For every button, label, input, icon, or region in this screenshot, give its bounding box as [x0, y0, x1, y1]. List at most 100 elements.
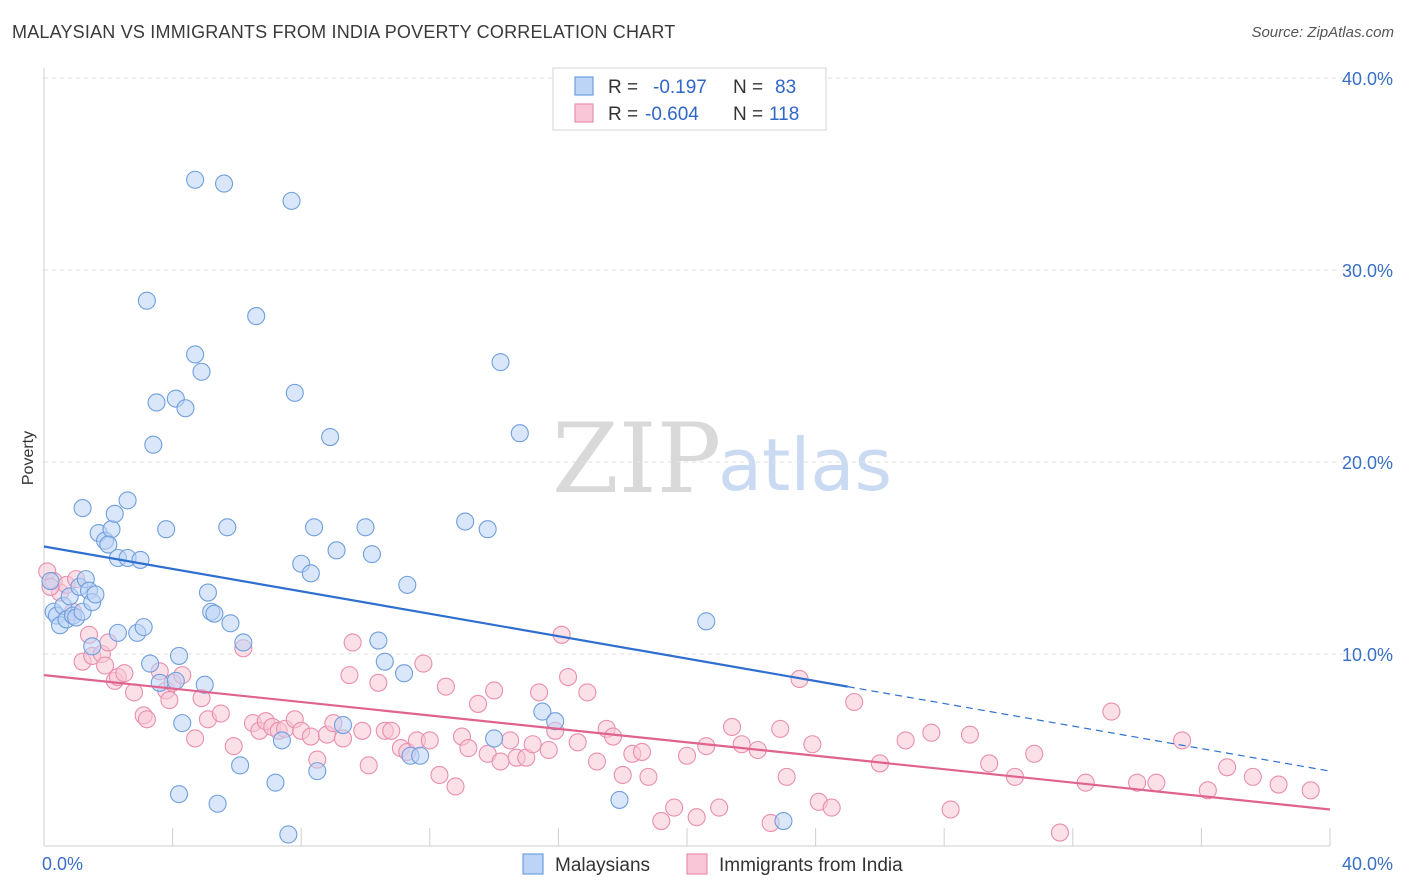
india-point — [845, 692, 864, 712]
malaysian-point — [285, 383, 304, 402]
malaysian-point — [137, 291, 156, 310]
india-point — [160, 691, 179, 710]
malaysian-point — [118, 491, 137, 510]
y-tick-label: 40.0% — [1342, 69, 1393, 89]
legend-swatch-malaysian — [574, 76, 594, 96]
india-point — [224, 737, 243, 756]
malaysian-point — [546, 712, 565, 731]
top-legend: R = -0.197 N = 83 R = -0.604 N = 118 — [552, 67, 827, 131]
india-point — [941, 800, 960, 819]
india-point — [922, 723, 941, 742]
bottom-legend-swatch-india — [686, 853, 708, 875]
malaysian-point — [214, 174, 234, 193]
malaysian-point — [173, 714, 192, 733]
legend-box — [552, 67, 827, 131]
malaysian-point — [478, 520, 497, 539]
india-point — [1147, 773, 1166, 792]
malaysian-point — [134, 618, 153, 637]
watermark-atlas: atlas — [718, 423, 892, 507]
malaysian-point — [141, 654, 160, 673]
malaysian-point — [510, 424, 529, 443]
chart-title: MALAYSIAN VS IMMIGRANTS FROM INDIA POVER… — [12, 22, 676, 42]
malaysian-point — [108, 623, 127, 642]
india-point — [523, 735, 542, 754]
trend-lines — [43, 545, 1331, 811]
series-india-points — [38, 562, 1320, 842]
malaysian-point — [41, 571, 60, 591]
malaysian-point — [166, 671, 185, 690]
axes — [43, 68, 1331, 847]
india-point — [436, 677, 455, 696]
malaysian-point — [131, 550, 150, 569]
malaysian-point — [362, 545, 381, 564]
malaysian-point — [272, 731, 291, 750]
legend-malaysian-n-label: N = — [733, 77, 763, 98]
malaysian-point — [369, 631, 388, 650]
india-point — [459, 739, 478, 758]
india-point — [697, 737, 716, 756]
malaysian-trend-line — [43, 545, 848, 688]
malaysian-point — [266, 773, 285, 792]
malaysian-point — [247, 307, 266, 326]
india-point — [687, 808, 706, 827]
india-point — [1301, 781, 1320, 800]
india-point — [1218, 758, 1237, 777]
malaysian-point — [144, 435, 163, 454]
india-point — [468, 694, 488, 713]
legend-india-n-value: 118 — [769, 104, 799, 125]
india-point — [1198, 781, 1217, 800]
malaysian-point — [375, 652, 394, 671]
india-point — [732, 735, 751, 754]
x-tick-labels: 0.0% 40.0% — [42, 854, 1393, 874]
india-point — [896, 731, 915, 750]
india-point — [722, 717, 742, 737]
malaysian-point — [279, 825, 298, 844]
malaysian-point — [192, 362, 211, 381]
india-point — [822, 798, 841, 817]
india-point — [587, 752, 607, 771]
india-point — [710, 798, 729, 817]
series-malaysian-points — [41, 170, 793, 844]
india-point — [420, 731, 439, 750]
x-tick-label: 40.0% — [1342, 854, 1393, 874]
india-point — [430, 765, 449, 785]
legend-malaysian-r-label: R = — [608, 77, 638, 98]
india-point — [578, 683, 597, 702]
india-point — [530, 683, 549, 702]
legend-india-n-label: N = — [733, 104, 763, 125]
india-point — [771, 719, 790, 738]
bottom-legend-swatch-malaysian — [522, 853, 544, 875]
india-point — [539, 740, 558, 760]
malaysian-point — [208, 794, 227, 813]
malaysian-point — [610, 790, 629, 809]
india-point — [639, 767, 658, 786]
india-point — [677, 746, 697, 765]
malaysian-point — [398, 575, 417, 594]
malaysian-point — [73, 499, 92, 518]
malaysian-point — [697, 612, 716, 631]
india-point — [137, 710, 156, 729]
legend-india-r-value: -0.604 — [645, 104, 699, 125]
malaysian-point — [456, 512, 475, 531]
india-point — [665, 798, 684, 817]
x-tick-label: 0.0% — [42, 854, 83, 874]
malaysian-point — [86, 585, 105, 604]
malaysian-point — [305, 518, 324, 537]
india-point — [1102, 702, 1121, 721]
y-tick-label: 10.0% — [1342, 645, 1393, 665]
malaysian-point — [186, 170, 205, 189]
india-point — [777, 767, 796, 786]
india-point — [632, 742, 652, 761]
y-tick-labels: 10.0% 20.0% 30.0% 40.0% — [1342, 69, 1393, 665]
malaysian-point — [102, 520, 121, 539]
india-point — [803, 735, 822, 754]
bottom-legend-malaysian: Malaysians — [555, 855, 650, 876]
india-point — [115, 664, 134, 683]
malaysian-point — [321, 427, 340, 447]
legend-india-r-label: R = — [608, 104, 638, 125]
india-point — [414, 654, 433, 673]
malaysian-point — [195, 675, 214, 694]
india-point — [211, 704, 230, 723]
malaysian-trend-extension — [847, 686, 1331, 772]
